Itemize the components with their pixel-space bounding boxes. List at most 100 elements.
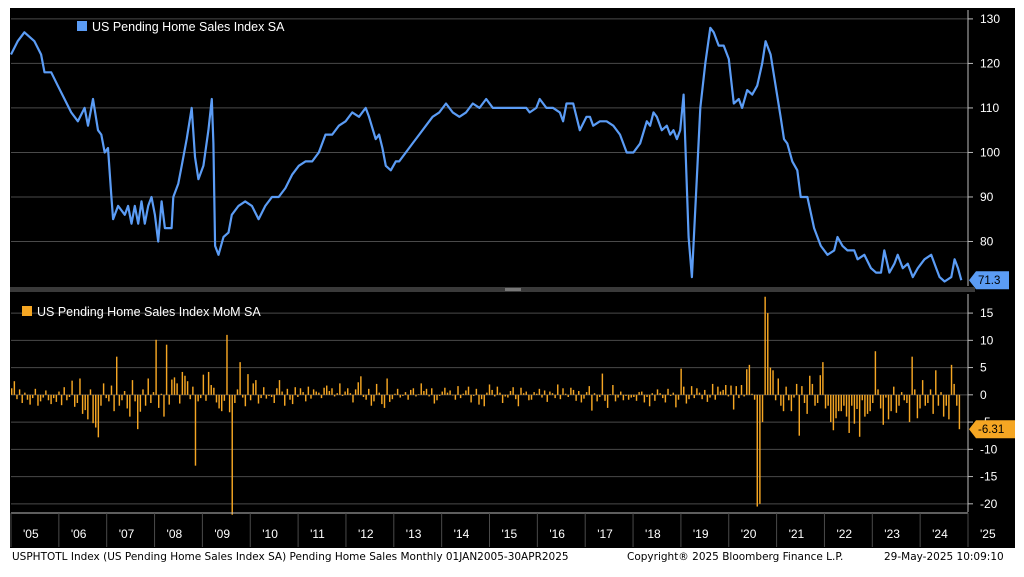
mom-bar (693, 394, 695, 399)
mom-bar (168, 394, 170, 405)
index-series-line (10, 26, 963, 283)
mom-bar (953, 383, 955, 395)
mom-bar (268, 394, 270, 396)
mom-bar (557, 384, 559, 395)
mom-bar (39, 394, 42, 402)
x-tick-label: '20 (741, 527, 757, 541)
mom-bar (554, 394, 556, 399)
mom-bar (37, 394, 39, 406)
mom-bar (18, 389, 21, 395)
mom-bar (756, 394, 758, 507)
mom-bar (459, 394, 462, 399)
mom-bar (890, 394, 892, 412)
mom-bar (436, 394, 438, 401)
mom-bar (218, 394, 220, 409)
mom-bar (932, 394, 934, 414)
mom-bar (184, 375, 186, 395)
mom-bar (945, 394, 947, 406)
mom-bar (263, 387, 265, 395)
mom-bar (231, 394, 233, 515)
mom-bar (872, 394, 874, 403)
mom-bar (357, 382, 359, 395)
mom-bar (32, 394, 34, 399)
mom-bar (223, 394, 226, 401)
mom-bar (672, 392, 674, 395)
mom-bar (662, 394, 664, 399)
mom-bar (273, 394, 275, 403)
mom-bar (588, 386, 590, 395)
mom-bar (457, 386, 459, 395)
mom-bar (465, 390, 467, 395)
mom-bar (893, 386, 895, 395)
mom-bar (659, 393, 661, 395)
mom-bar (312, 389, 315, 395)
mom-bar (278, 380, 281, 395)
mom-bar (843, 394, 845, 406)
mom-bar (108, 394, 110, 402)
mom-bar (746, 369, 748, 395)
mom-bar (835, 394, 837, 419)
mom-bar (614, 394, 617, 402)
mom-bar (772, 370, 774, 395)
mom-bar (795, 383, 798, 395)
mom-bar (370, 394, 373, 406)
mom-bar (809, 375, 811, 395)
mom-bar (486, 392, 488, 395)
mom-bar (265, 394, 268, 399)
mom-bar (50, 394, 52, 405)
mom-bar (302, 392, 304, 395)
mom-bar (467, 386, 470, 395)
mom-bar (788, 394, 790, 401)
mom-bar (431, 388, 433, 395)
mom-bar (228, 394, 231, 413)
mom-bar (24, 392, 26, 395)
mom-bar (394, 393, 396, 395)
x-tick-label: '19 (693, 527, 709, 541)
mom-bar (289, 394, 291, 400)
mom-bar (950, 364, 953, 395)
mom-bar (958, 394, 961, 430)
mom-bar (669, 394, 672, 396)
mom-bar (328, 391, 331, 395)
mom-bar (583, 394, 585, 399)
mom-bar (354, 389, 357, 395)
mom-bar (257, 394, 260, 404)
mom-bar (743, 394, 745, 397)
mom-bar (155, 339, 157, 395)
mom-bar (575, 394, 577, 401)
index-y-tick-label: 130 (980, 12, 1000, 26)
mom-bar (444, 387, 446, 395)
mom-bar (433, 394, 436, 404)
mom-bar (79, 378, 81, 395)
mom-bar (924, 394, 926, 406)
mom-bar (782, 394, 785, 412)
mom-bar (252, 383, 254, 395)
mom-bar (160, 393, 163, 395)
mom-bar (790, 394, 793, 412)
mom-bar (627, 394, 630, 400)
index-legend-label: US Pending Home Sales Index SA (92, 20, 285, 34)
mom-bar (722, 389, 724, 395)
panel-divider-handle[interactable] (505, 288, 521, 291)
mom-y-tick-label: 10 (980, 333, 994, 347)
mom-bar (793, 394, 795, 398)
x-tick-label: '16 (549, 527, 565, 541)
index-y-tick-label: 80 (980, 234, 994, 248)
mom-legend-label: US Pending Home Sales Index MoM SA (37, 305, 261, 319)
mom-bar (656, 389, 659, 395)
mom-bar (242, 394, 244, 398)
mom-bar (580, 394, 583, 403)
mom-bar (562, 388, 564, 395)
mom-bar (528, 394, 530, 401)
mom-bar (604, 394, 606, 401)
mom-bar (837, 394, 840, 412)
index-panel: 80 90 100 110 120 130 US Pending Home Sales I… (10, 10, 1009, 290)
mom-bar (714, 394, 716, 400)
mom-bar (667, 388, 669, 395)
mom-bar (877, 389, 879, 395)
mom-bar (940, 392, 942, 395)
mom-bar (606, 394, 609, 408)
mom-bar (475, 388, 478, 395)
panel-divider (10, 287, 975, 292)
mom-bar (110, 385, 113, 395)
